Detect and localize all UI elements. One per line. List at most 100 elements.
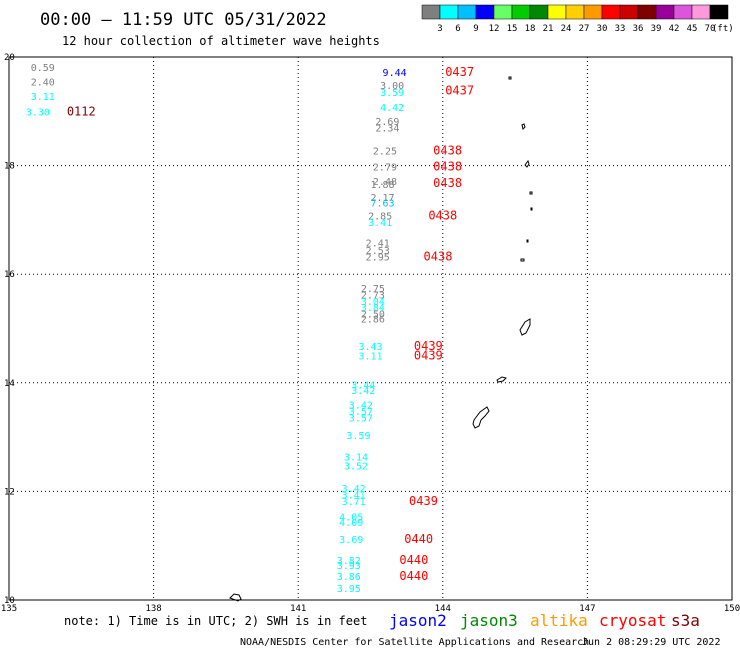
island-rota <box>496 376 507 383</box>
swh-value-label: 3.84 <box>361 303 385 314</box>
satellite-legend: jason2 jason3 altika cryosat s3a <box>389 611 700 630</box>
legend-swatch <box>691 4 711 20</box>
y-tick-label: 20 <box>4 53 15 63</box>
swh-value-label: 2.75 <box>361 284 385 295</box>
y-tick-label: 18 <box>4 162 15 172</box>
swh-value-label: 4.42 <box>380 103 404 114</box>
swh-value-label: 3.71 <box>342 497 366 508</box>
swh-value-label: 2.95 <box>366 252 390 263</box>
island-alamagan <box>526 239 529 243</box>
legend-bin-label: 6 <box>455 24 460 34</box>
swh-value-label: 3.11 <box>358 352 382 363</box>
island-farallon <box>508 76 512 80</box>
legend-bin-label: 30 <box>597 24 608 34</box>
swh-value-label: 1.88 <box>371 180 395 191</box>
legend-swatch <box>511 4 531 20</box>
swh-value-label: 3.59 <box>380 88 404 99</box>
swh-value-label: 2.69 <box>375 117 399 128</box>
swh-value-label: 4.09 <box>339 518 363 529</box>
pass-time-label: 0439 <box>414 339 443 353</box>
swh-value-label: 3.11 <box>31 92 55 103</box>
swh-value-label: 3.41 <box>368 218 392 229</box>
pass-time-label: 0439 <box>414 349 443 363</box>
swh-value-label: 3.44 <box>351 380 375 391</box>
satellite-name: altika <box>530 611 588 630</box>
legend-bin-label: 39 <box>651 24 662 34</box>
legend-bin-label: 27 <box>579 24 590 34</box>
footer-credit: NOAA/NESDIS Center for Satellite Applica… <box>240 637 589 648</box>
pass-time-labels: 0437043701120438043804380438043804390439… <box>67 65 474 583</box>
x-tick-labels: 135 138 141 144 147 150 <box>1 604 740 614</box>
swh-value-label: 3.41 <box>342 491 366 502</box>
chart-subtitle: 12 hour collection of altimeter wave hei… <box>62 34 380 48</box>
pass-time-label: 0437 <box>445 84 474 98</box>
satellite-name: jason3 <box>460 611 518 630</box>
pass-time-label: 0440 <box>399 553 428 567</box>
legend-swatch <box>619 4 639 20</box>
swh-value-label: 4.05 <box>339 512 363 523</box>
legend-colorbar: 3 6 9 12 15 18 21 24 27 30 33 36 39 42 45 70(ft) <box>421 4 734 34</box>
satellite-name: cryosat <box>599 611 666 630</box>
legend-bin-label: 33 <box>615 24 626 34</box>
x-tick-label: 138 <box>145 604 161 614</box>
swh-value-label: 2.34 <box>375 124 399 135</box>
pass-time-label: 0438 <box>433 160 462 174</box>
y-tick-label: 14 <box>4 379 15 389</box>
swh-value-label: 3.42 <box>351 386 375 397</box>
legend-bin-label: 3 <box>437 24 442 34</box>
legend-swatch <box>439 4 459 20</box>
legend-bin-label: 15 <box>507 24 518 34</box>
island-maug <box>521 123 526 130</box>
island-yap <box>229 593 242 602</box>
y-tick-label: 10 <box>4 596 15 606</box>
x-tick-label: 150 <box>724 604 740 614</box>
footer-note: note: 1) Time is in UTC; 2) SWH is in fe… <box>64 614 367 628</box>
legend-bin-label: 42 <box>669 24 680 34</box>
legend-swatch <box>421 4 441 20</box>
plot-area: 135 138 141 144 147 150 10 12 14 16 18 20 0.59 2.40… <box>1 53 740 614</box>
island-pagan <box>530 207 533 211</box>
swh-value-label: 2.48 <box>373 177 397 188</box>
x-tick-label: 141 <box>290 604 306 614</box>
swh-value-label: 3.52 <box>344 461 368 472</box>
legend-bin-label: 70 <box>705 24 716 34</box>
swh-value-label: 2.85 <box>368 212 392 223</box>
swh-value-label: 3.57 <box>349 414 373 425</box>
island-anatahan <box>520 258 525 262</box>
swh-value-label: 2.50 <box>361 309 385 320</box>
legend-swatch <box>565 4 585 20</box>
swh-value-label: 3.43 <box>358 342 382 353</box>
satellite-name: s3a <box>671 611 700 630</box>
legend-bin-label: 36 <box>633 24 644 34</box>
plot-frame <box>8 56 733 601</box>
swh-value-label: 3.59 <box>346 431 370 442</box>
island-saipan <box>519 318 531 336</box>
swh-value-label: 9.44 <box>383 68 407 79</box>
pass-time-label: 0438 <box>424 249 453 263</box>
legend-swatch <box>637 4 657 20</box>
pass-time-label: 0440 <box>404 532 433 546</box>
legend-bin-label: 21 <box>543 24 554 34</box>
pass-time-label: 0439 <box>409 494 438 508</box>
swh-value-label: 2.17 <box>371 193 395 204</box>
swh-value-label: 2.73 <box>361 290 385 301</box>
legend-bin-label: 45 <box>687 24 698 34</box>
y-tick-label: 16 <box>4 270 15 280</box>
legend-swatch <box>457 4 477 20</box>
swh-value-label: 7.63 <box>371 199 395 210</box>
legend-swatch <box>529 4 549 20</box>
legend-swatch <box>493 4 513 20</box>
legend-bin-label: 12 <box>489 24 500 34</box>
legend-unit: (ft) <box>712 24 734 34</box>
swh-value-label: 3.30 <box>26 107 50 118</box>
swh-value-label: 3.42 <box>342 484 366 495</box>
legend-swatch <box>583 4 603 20</box>
island-agrihan <box>529 191 533 195</box>
legend-swatch-top <box>709 4 729 20</box>
x-tick-label: 135 <box>1 604 17 614</box>
footer-timestamp: Jun 2 08:29:29 UTC 2022 <box>582 637 720 648</box>
swh-value-label: 3.95 <box>337 584 361 595</box>
swh-value-label: 2.79 <box>373 163 397 174</box>
island-guam <box>472 406 490 429</box>
